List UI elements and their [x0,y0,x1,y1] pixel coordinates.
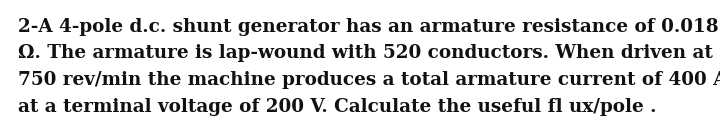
Text: 2-A 4-pole d.c. shunt generator has an armature resistance of 0.018: 2-A 4-pole d.c. shunt generator has an a… [18,18,719,36]
Text: at a terminal voltage of 200 V. Calculate the useful fl ux/pole .: at a terminal voltage of 200 V. Calculat… [18,98,657,116]
Text: Ω. The armature is lap-wound with 520 conductors. When driven at: Ω. The armature is lap-wound with 520 co… [18,44,713,63]
Text: 750 rev/min the machine produces a total armature current of 400 A: 750 rev/min the machine produces a total… [18,71,720,89]
